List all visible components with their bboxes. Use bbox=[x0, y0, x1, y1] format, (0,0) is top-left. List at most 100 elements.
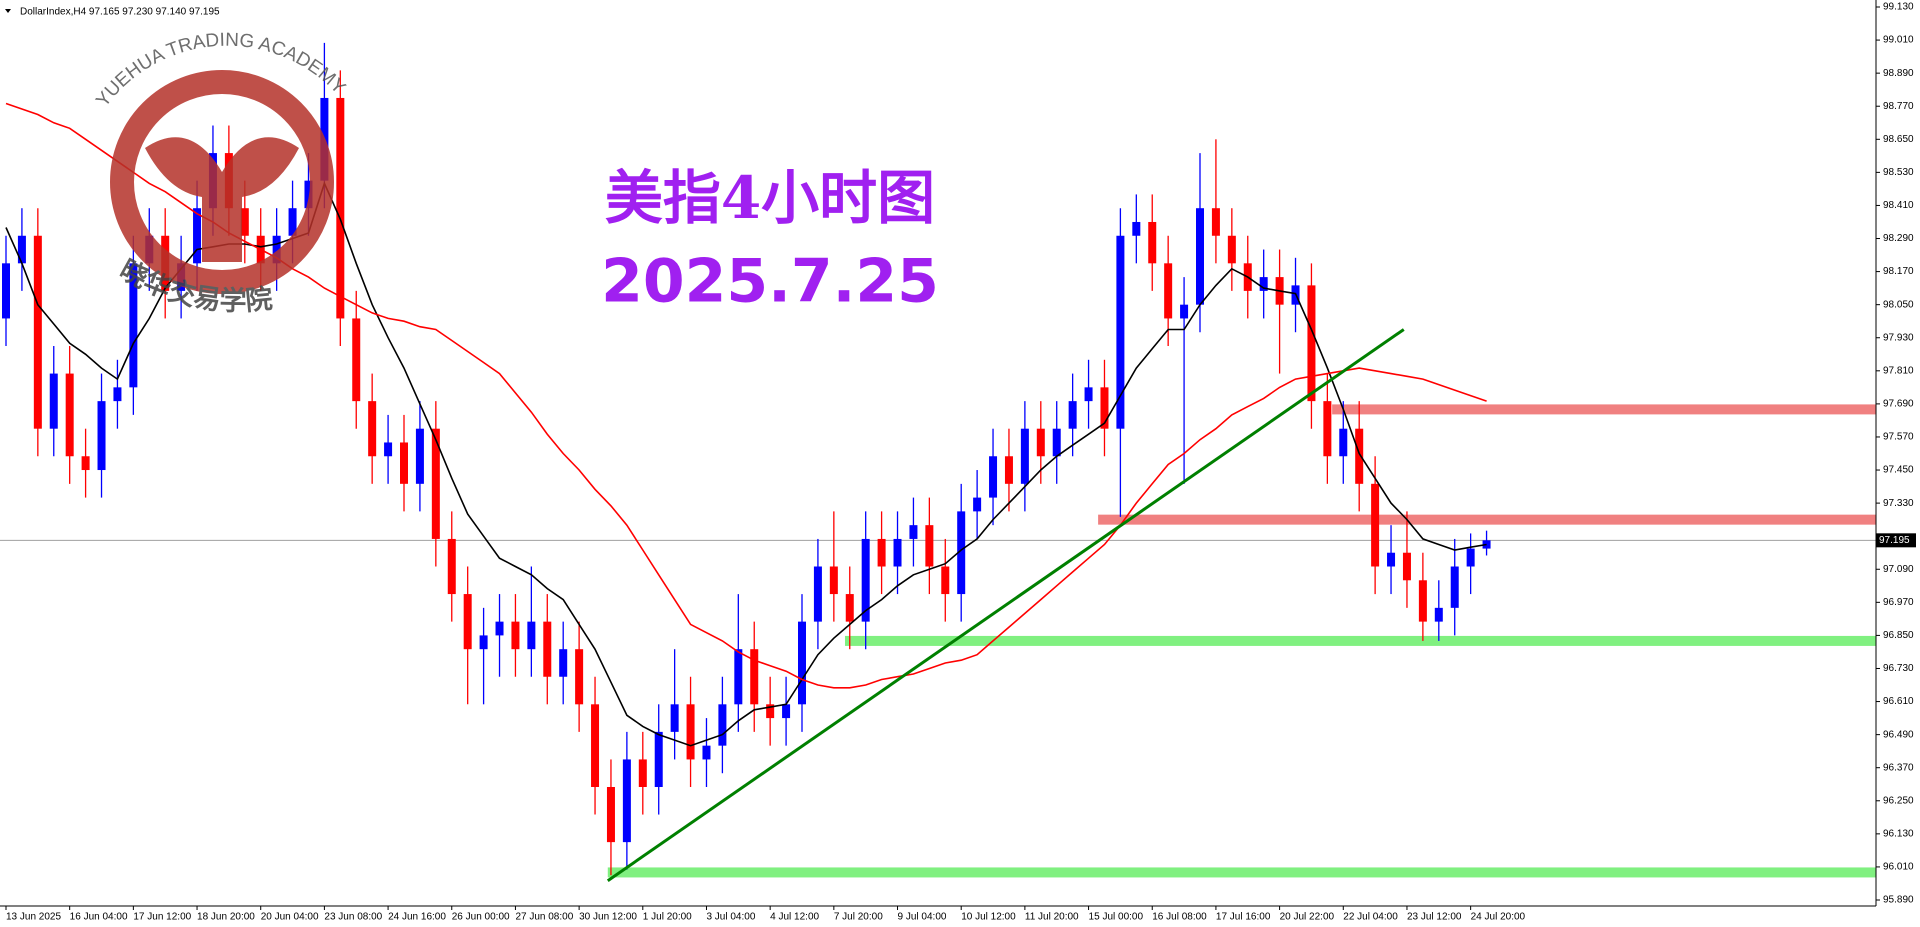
x-tick-label: 23 Jun 08:00 bbox=[324, 912, 382, 923]
candle-body bbox=[1418, 580, 1427, 622]
candle-body bbox=[1259, 277, 1268, 291]
candle-body bbox=[559, 649, 568, 677]
candle-body bbox=[240, 208, 249, 236]
candle-body bbox=[288, 208, 297, 236]
candle-body bbox=[129, 263, 138, 388]
candle-body bbox=[81, 456, 90, 471]
x-tick-label: 16 Jun 04:00 bbox=[70, 912, 128, 923]
x-tick-label: 10 Jul 12:00 bbox=[961, 912, 1016, 923]
candle-body bbox=[1402, 552, 1411, 581]
candle-body bbox=[1371, 483, 1380, 567]
x-tick-label: 24 Jun 16:00 bbox=[388, 912, 446, 923]
candle-body bbox=[33, 235, 42, 429]
candle-body bbox=[431, 428, 440, 539]
x-tick-label: 1 Jul 20:00 bbox=[643, 912, 692, 923]
x-tick-label: 22 Jul 04:00 bbox=[1343, 912, 1398, 923]
candle-body bbox=[1036, 428, 1045, 457]
candle-body bbox=[813, 566, 822, 622]
candle-body bbox=[17, 235, 26, 264]
y-tick-label: 96.370 bbox=[1883, 762, 1914, 773]
candle-body bbox=[1307, 285, 1316, 402]
y-tick-label: 97.450 bbox=[1883, 465, 1914, 476]
candle-body bbox=[511, 621, 520, 650]
candle-body bbox=[527, 621, 536, 650]
x-tick-label: 9 Jul 04:00 bbox=[898, 912, 947, 923]
candle-body bbox=[543, 621, 552, 677]
candle-body bbox=[1132, 221, 1141, 236]
x-tick-label: 3 Jul 04:00 bbox=[706, 912, 755, 923]
x-tick-label: 16 Jul 08:00 bbox=[1152, 912, 1207, 923]
moving-average bbox=[5, 102, 1487, 689]
candle-body bbox=[1164, 263, 1173, 319]
lines-layer bbox=[5, 102, 1487, 882]
x-tick-label: 20 Jul 22:00 bbox=[1280, 912, 1335, 923]
x-tick-label: 27 Jun 08:00 bbox=[515, 912, 573, 923]
candle-body bbox=[766, 704, 775, 719]
candle-body bbox=[750, 649, 759, 705]
y-tick-label: 96.130 bbox=[1883, 828, 1914, 839]
candle-body bbox=[718, 704, 727, 746]
candle-body bbox=[1052, 428, 1061, 457]
y-tick-label: 96.010 bbox=[1883, 862, 1914, 873]
candle-body bbox=[1084, 387, 1093, 402]
y-tick-label: 98.650 bbox=[1883, 134, 1914, 145]
candle-body bbox=[463, 594, 472, 650]
candle-body bbox=[575, 649, 584, 705]
x-tick-label: 7 Jul 20:00 bbox=[834, 912, 883, 923]
candle-body bbox=[861, 538, 870, 622]
candle-body bbox=[591, 704, 600, 787]
x-tick-label: 11 Jul 20:00 bbox=[1025, 912, 1079, 923]
candle-body bbox=[782, 704, 791, 719]
chart-title: DollarIndex,H4 97.165 97.230 97.140 97.1… bbox=[20, 7, 220, 18]
y-tick-label: 97.570 bbox=[1883, 432, 1914, 443]
candle-body bbox=[1148, 221, 1157, 264]
logo-emblem bbox=[145, 137, 299, 262]
y-tick-label: 99.010 bbox=[1883, 35, 1914, 46]
candle-body bbox=[1323, 401, 1332, 457]
menu-arrow[interactable] bbox=[5, 9, 11, 13]
candle-body bbox=[479, 635, 488, 650]
candle-body bbox=[193, 208, 202, 264]
y-tick-label: 96.610 bbox=[1883, 696, 1914, 707]
candle-body bbox=[1100, 387, 1109, 429]
candle-body bbox=[400, 442, 408, 484]
current-price-label: 97.195 bbox=[1879, 535, 1910, 546]
candle-body bbox=[989, 456, 998, 498]
x-tick-label: 15 Jul 00:00 bbox=[1089, 912, 1144, 923]
y-tick-label: 98.290 bbox=[1883, 233, 1914, 244]
annotation-date: 2025.7.25 bbox=[601, 247, 939, 317]
candle-body bbox=[798, 621, 806, 705]
candle-body bbox=[734, 649, 743, 705]
candle-body bbox=[495, 621, 504, 636]
candle-body bbox=[893, 538, 902, 567]
candle-body bbox=[1450, 566, 1459, 608]
candle-body bbox=[638, 759, 647, 787]
y-tick-label: 98.050 bbox=[1883, 299, 1914, 310]
candle-body bbox=[49, 373, 58, 429]
y-tick-label: 97.090 bbox=[1883, 564, 1914, 575]
candle-body bbox=[1339, 428, 1348, 457]
candle-body bbox=[909, 525, 918, 539]
candle-body bbox=[336, 97, 345, 319]
candle-body bbox=[1068, 401, 1077, 429]
x-tick-label: 23 Jul 12:00 bbox=[1407, 912, 1462, 923]
level-zone bbox=[607, 867, 1876, 878]
candle-body bbox=[654, 731, 663, 787]
candle-body bbox=[272, 235, 281, 264]
candle-body bbox=[702, 745, 711, 760]
y-tick-label: 96.730 bbox=[1883, 663, 1914, 674]
candle-body bbox=[1434, 607, 1443, 622]
candle-body bbox=[686, 704, 695, 760]
x-tick-label: 18 Jun 20:00 bbox=[197, 912, 255, 923]
annotation-title: 美指4小时图 bbox=[605, 164, 935, 232]
y-tick-label: 97.690 bbox=[1883, 399, 1914, 410]
candle-body bbox=[622, 759, 631, 843]
candle-body bbox=[1211, 208, 1220, 236]
y-tick-label: 96.250 bbox=[1883, 795, 1914, 806]
level-zone bbox=[1332, 404, 1876, 415]
candle-body bbox=[1355, 428, 1364, 484]
candle-body bbox=[1004, 456, 1013, 484]
y-tick-label: 97.930 bbox=[1883, 332, 1914, 343]
